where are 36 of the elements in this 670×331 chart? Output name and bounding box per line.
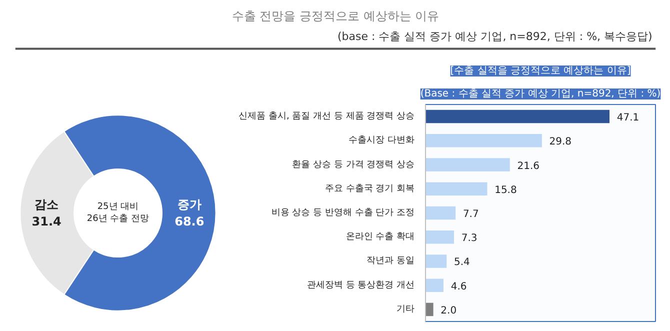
data-label: 2.0 [440, 305, 457, 316]
chart-subtitle: (Base : 수출 실적 증가 예상 기업, n=892, 단위 : %) [420, 88, 661, 100]
bar [426, 158, 510, 172]
slice-label: 증가 [177, 198, 202, 212]
data-label: 21.6 [517, 160, 540, 172]
bar [426, 254, 447, 268]
bar [426, 206, 456, 220]
y-tick-label: 주요 수출국 경기 회복 [324, 184, 415, 194]
data-label: 29.8 [549, 136, 572, 148]
text: 25년 대비 26년 수출 전망 [86, 202, 150, 224]
chart-title: [수출 실적을 긍정적으로 예상하는 이유] [450, 66, 631, 76]
data-label: 4.6 [450, 281, 467, 292]
text: (base : 수출 실적 증가 예상 기업, n=892, 단위 : %, 복수응답) [337, 30, 652, 44]
y-tick-label: 기타 [396, 304, 414, 314]
data-label: 5.4 [454, 257, 470, 268]
data-label: 7.7 [462, 209, 479, 220]
data-label: 31.4 [32, 214, 62, 228]
data-label: 7.3 [461, 233, 478, 244]
bar [426, 182, 488, 196]
text: 수출 전망을 긍정적으로 예상하는 이유 [232, 9, 440, 24]
y-tick-label: 관세장벽 등 통상환경 개선 [306, 280, 415, 290]
bar [426, 278, 444, 292]
bar [426, 302, 434, 316]
y-tick-label: 신제품 출시, 품질 개선 등 제품 경쟁력 상승 [238, 112, 415, 122]
y-tick-label: 온라인 수출 확대 [346, 232, 415, 242]
bar [426, 110, 610, 124]
data-label: 68.6 [174, 214, 204, 228]
bar [426, 134, 542, 148]
data-label: 47.1 [616, 112, 640, 124]
y-tick-label: 작년과 동일 [366, 256, 415, 266]
data-label: 15.8 [494, 184, 517, 196]
y-tick-label: 비용 상승 등 반영해 수출 단가 조정 [271, 208, 415, 218]
y-tick-label: 수출시장 다변화 [348, 136, 415, 146]
slice-label: 감소 [34, 198, 59, 212]
bar [426, 230, 454, 244]
y-tick-label: 환율 상승 등 가격 경쟁력 상승 [292, 160, 415, 170]
